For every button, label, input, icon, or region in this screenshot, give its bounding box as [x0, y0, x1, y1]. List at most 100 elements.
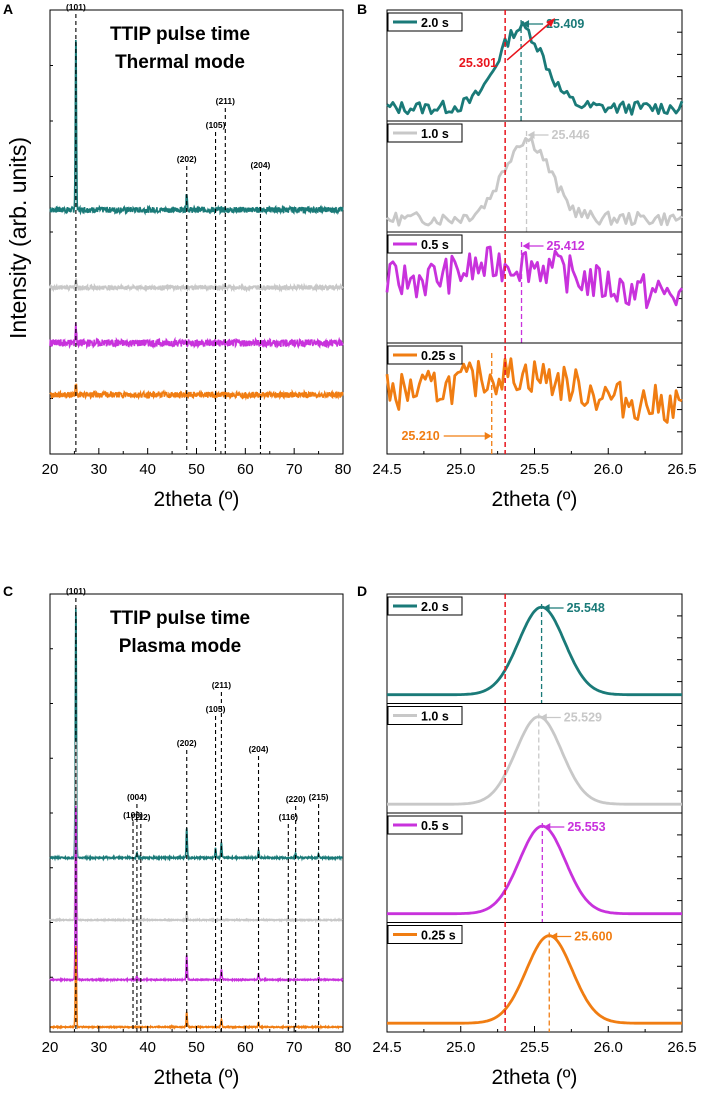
peak-label: 25.210 — [401, 429, 439, 443]
series-1-0-s-trace — [49, 278, 344, 293]
reflection-label: (202) — [177, 738, 197, 748]
x-tick-label: 30 — [90, 1039, 107, 1056]
series-0-25-s-trace — [49, 383, 344, 401]
x-tick-label: 50 — [188, 461, 205, 478]
x-tick-label: 20 — [42, 461, 59, 478]
peak-label: 25.553 — [567, 820, 605, 834]
panel-b-thermal-zoom: 2.0 s 25.409 1.0 s 25.446 0.5 s 25.412 0.25 s 2… — [372, 9, 697, 511]
series-0-5-s-zoom-trace — [387, 824, 682, 916]
peak-arrowhead — [539, 713, 547, 722]
reference-arrow — [506, 19, 554, 61]
panel-d-plasma-zoom: 2.0 s 25.548 1.0 s 25.529 0.5 s 25.553 0.25 s 2… — [372, 593, 697, 1089]
panel-subtitle: Thermal mode — [115, 52, 245, 73]
x-tick-label: 25.5 — [520, 461, 549, 478]
reflection-label: (112) — [131, 812, 151, 822]
reflection-label: (215) — [309, 792, 329, 802]
x-tick-label: 26.5 — [667, 1039, 696, 1056]
peak-label: 25.548 — [567, 601, 605, 615]
x-tick-label: 25.5 — [520, 1039, 549, 1056]
legend-label: 2.0 s — [421, 16, 449, 30]
series-2-0-s-zoom-trace — [387, 605, 682, 697]
reflection-label: (220) — [286, 794, 306, 804]
reflection-label: (105) — [206, 704, 226, 714]
x-tick-label: 70 — [286, 1039, 303, 1056]
panel-letter-d: D — [357, 583, 367, 599]
x-tick-label: 80 — [335, 461, 352, 478]
x-tick-label: 60 — [237, 461, 254, 478]
x-tick-label: 50 — [188, 1039, 205, 1056]
x-tick-label: 25.0 — [446, 1039, 475, 1056]
x-tick-label: 24.5 — [372, 1039, 401, 1056]
series-2-0-s-trace — [49, 39, 344, 216]
reflection-label: (004) — [127, 792, 147, 802]
reflection-label: (202) — [177, 154, 197, 164]
reflection-label: (103) — [123, 810, 143, 820]
legend-label: 1.0 s — [421, 127, 449, 141]
legend-label: 0.5 s — [421, 238, 449, 252]
panel-title: TTIP pulse time — [110, 24, 250, 45]
series-2-0-s-zoom-trace — [386, 20, 684, 116]
x-tick-label: 30 — [90, 461, 107, 478]
peak-label: 25.446 — [552, 128, 590, 142]
legend-box — [387, 925, 463, 944]
x-tick-label: 20 — [42, 1039, 59, 1056]
x-tick-label: 70 — [286, 461, 303, 478]
peak-arrowhead — [543, 823, 551, 831]
y-axis-label: Intensity (arb. units) — [5, 137, 31, 339]
reflection-label: (105) — [206, 120, 226, 130]
reference-label: 25.301 — [459, 56, 497, 70]
legend-label: 0.5 s — [421, 819, 449, 833]
x-tick-label: 26.0 — [594, 1039, 623, 1056]
x-tick-label: 60 — [237, 1039, 254, 1056]
panel-a-thermal-xrd: (101) (202) (105) (211) (204) TTIP pulse time… — [42, 2, 352, 511]
reflection-label: (116) — [279, 812, 299, 822]
x-axis-title: 2theta (º) — [492, 488, 578, 511]
peak-label: 25.600 — [574, 930, 612, 944]
series-1-0-s-zoom-trace — [387, 715, 682, 806]
reference-arrowhead — [546, 18, 556, 27]
x-tick-label: 80 — [335, 1039, 352, 1056]
peak-label: 25.412 — [547, 239, 585, 253]
reflection-label: (204) — [251, 160, 271, 170]
series-0-5-s-trace — [49, 805, 344, 984]
x-tick-label: 24.5 — [372, 461, 401, 478]
x-tick-label: 26.0 — [594, 461, 623, 478]
panel-letter-c: C — [3, 583, 13, 599]
plot-frame — [49, 9, 344, 455]
series-2-0-s-trace — [49, 607, 344, 862]
x-axis-title: 2theta (º) — [154, 1066, 240, 1089]
series-1-0-s-trace — [49, 740, 343, 924]
legend-label: 2.0 s — [421, 600, 449, 614]
series-0-25-s-trace — [49, 945, 344, 1031]
x-tick-label: 25.0 — [446, 461, 475, 478]
series-0-25-s-zoom-trace — [387, 934, 682, 1025]
panel-c-plasma-xrd: (101) (103) (004) (112) (202) (105) (211) (204)… — [42, 586, 352, 1089]
x-axis-title: 2theta (º) — [492, 1066, 578, 1089]
legend-label: 0.25 s — [421, 349, 456, 363]
panel-title: TTIP pulse time — [110, 608, 250, 629]
peak-arrowhead — [542, 604, 550, 612]
reflection-label: (211) — [212, 680, 232, 690]
legend-box — [387, 596, 463, 616]
reflection-label: (101) — [66, 2, 86, 12]
reflection-label: (204) — [249, 744, 269, 754]
peak-label: 25.529 — [564, 711, 602, 725]
x-tick-label: 40 — [139, 461, 156, 478]
peak-arrowhead — [484, 432, 492, 440]
panel-letter-a: A — [3, 1, 13, 17]
panel-letter-b: B — [357, 1, 367, 17]
peak-arrowhead — [522, 242, 530, 250]
series-1-0-s-zoom-trace — [386, 136, 683, 227]
legend-label: 1.0 s — [421, 710, 449, 724]
reflection-label: (101) — [66, 586, 86, 596]
x-tick-label: 26.5 — [667, 461, 696, 478]
legend-box — [387, 815, 463, 835]
legend-box — [387, 12, 463, 32]
reflection-label: (211) — [216, 96, 236, 106]
legend-label: 0.25 s — [421, 929, 456, 943]
series-0-25-s-zoom-trace — [385, 357, 683, 424]
legend-box — [387, 706, 463, 725]
x-tick-label: 40 — [139, 1039, 156, 1056]
series-0-5-s-trace — [49, 322, 344, 350]
